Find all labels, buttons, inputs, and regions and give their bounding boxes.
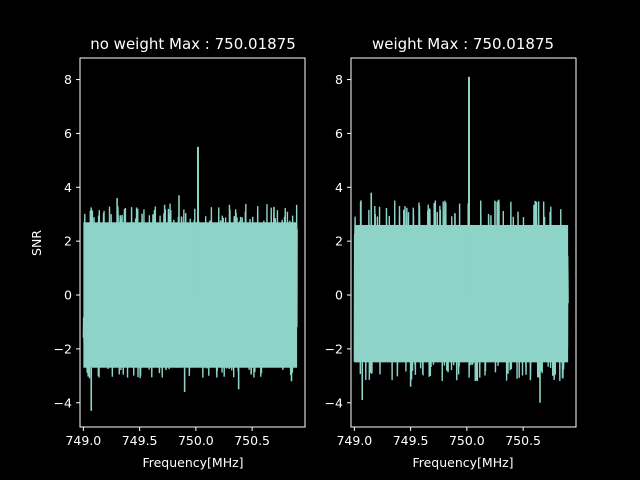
x-tick-label: 750.0 xyxy=(449,433,485,448)
y-tick-label: 4 xyxy=(64,180,72,195)
y-tick-label: 2 xyxy=(335,234,343,249)
subplot-title: weight Max : 750.01875 xyxy=(372,35,554,53)
x-tick-label: 749.5 xyxy=(122,433,158,448)
subplot-title: no weight Max : 750.01875 xyxy=(90,35,296,53)
y-tick-label: 2 xyxy=(64,234,72,249)
snr-series-band xyxy=(354,224,569,363)
subplot-no-weight: no weight Max : 750.01875 749.0 749.5 750.… xyxy=(29,35,306,470)
x-axis-label: Frequency[MHz] xyxy=(412,455,513,470)
y-tick-label: 6 xyxy=(64,126,72,141)
y-tick-label: −4 xyxy=(54,395,72,410)
y-axis-label: SNR xyxy=(29,230,44,256)
y-tick-label: 8 xyxy=(335,72,343,87)
tick-group: 749.0 749.5 750.0 750.5 −4 −2 0 2 4 6 8 xyxy=(54,72,270,448)
y-tick-label: −4 xyxy=(325,395,343,410)
x-tick-label: 750.5 xyxy=(234,433,270,448)
x-tick-label: 749.0 xyxy=(65,433,101,448)
y-tick-label: 4 xyxy=(335,180,343,195)
y-tick-label: 8 xyxy=(64,72,72,87)
series-group xyxy=(82,146,298,411)
tick-group: 749.0 749.5 750.0 750.5 −4 −2 0 2 4 6 8 xyxy=(325,72,541,448)
x-axis-label: Frequency[MHz] xyxy=(142,455,243,470)
y-tick-label: 6 xyxy=(335,126,343,141)
axes-frame xyxy=(79,57,306,428)
snr-series-band xyxy=(83,222,298,368)
y-tick-label: −2 xyxy=(325,341,343,356)
series-group xyxy=(353,76,569,403)
subplot-weight: weight Max : 750.01875 749.0 749.5 750.0 75… xyxy=(325,35,577,470)
x-tick-label: 750.5 xyxy=(505,433,541,448)
x-tick-label: 749.0 xyxy=(336,433,372,448)
x-tick-label: 750.0 xyxy=(178,433,214,448)
y-tick-label: −2 xyxy=(54,341,72,356)
y-tick-label: 0 xyxy=(64,288,72,303)
y-tick-label: 0 xyxy=(335,288,343,303)
x-tick-label: 749.5 xyxy=(393,433,429,448)
axes-frame xyxy=(350,57,577,428)
